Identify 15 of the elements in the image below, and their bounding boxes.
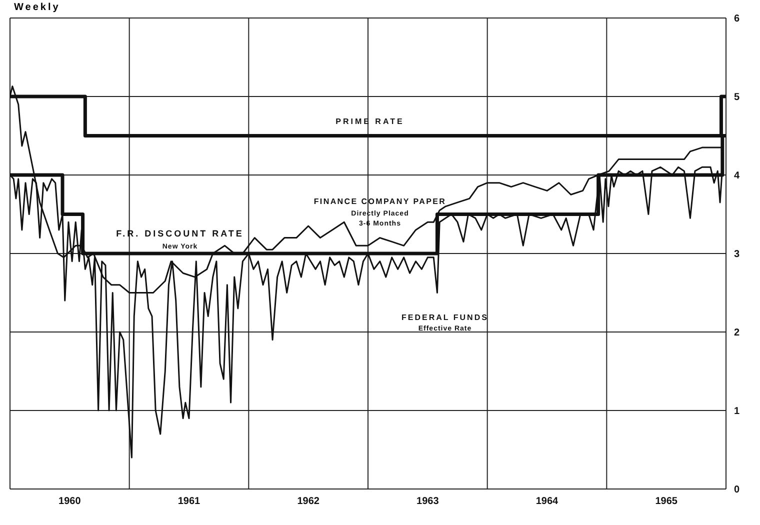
x-tick-label: 1963 <box>416 496 440 508</box>
y-tick-label: 1 <box>734 406 740 418</box>
y-tick-label: 6 <box>734 14 740 25</box>
y-tick-label: 3 <box>734 249 740 260</box>
chart-subtitle: Weekly <box>14 2 60 13</box>
y-tick-label: 0 <box>734 484 740 496</box>
x-tick-label: 1962 <box>297 496 320 508</box>
x-tick-label: 1965 <box>655 496 678 508</box>
y-tick-label: 4 <box>734 170 740 182</box>
annotation: FEDERAL FUNDS <box>402 313 488 322</box>
y-tick-label: 2 <box>734 328 740 339</box>
x-tick-label: 1960 <box>58 496 82 508</box>
y-tick-label: 5 <box>734 92 740 104</box>
x-tick-label: 1964 <box>536 496 559 508</box>
x-tick-label: 1961 <box>178 496 201 508</box>
